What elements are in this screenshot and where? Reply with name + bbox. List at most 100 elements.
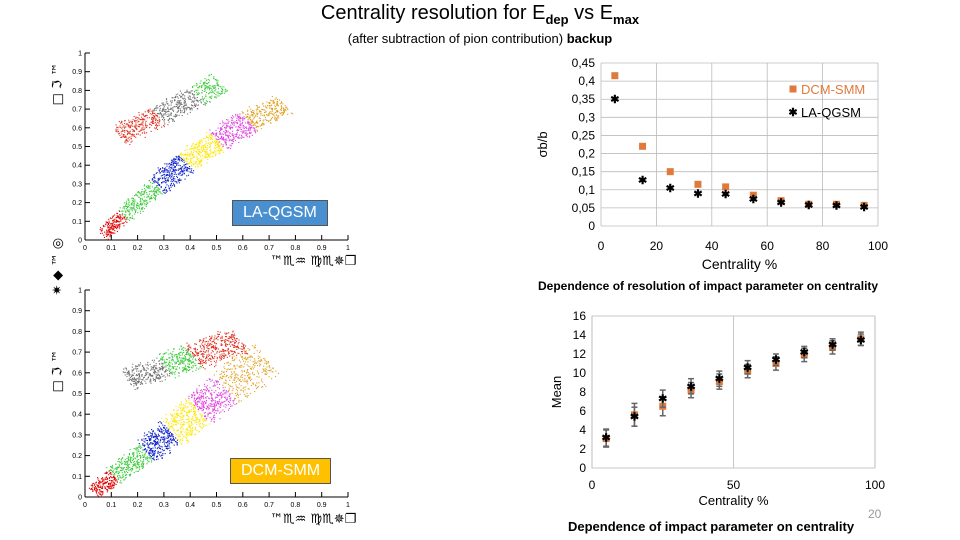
scatter-point (186, 369, 189, 371)
scatter-point (201, 84, 203, 87)
scatter-point (209, 144, 211, 146)
scatter-point (213, 405, 215, 407)
scatter-point (240, 376, 242, 378)
scatter-point (212, 85, 214, 87)
scatter-point (207, 404, 209, 406)
scatter-point (183, 154, 186, 156)
scatter-point (223, 92, 225, 94)
scatter-point (215, 412, 217, 414)
scatter-point (178, 352, 180, 354)
scatter-point (125, 473, 127, 475)
scatter-point (153, 435, 155, 437)
scatter-point (170, 107, 172, 110)
scatter-point (238, 115, 240, 118)
scatter-point (234, 139, 236, 142)
scatter-point (136, 453, 138, 455)
scatter-point (256, 113, 258, 115)
scatter-point (192, 391, 195, 393)
scatter-point (107, 486, 109, 488)
scatter-point (92, 484, 94, 486)
scatter-point (143, 128, 145, 130)
scatter-point (113, 468, 115, 470)
scatter-point (225, 336, 228, 338)
scatter-point (174, 96, 176, 99)
scatter-point (143, 444, 145, 446)
scatter-point (180, 431, 182, 433)
scatter-point (271, 107, 274, 109)
scatter-point (171, 436, 173, 438)
scatter-point (174, 437, 177, 439)
scatter-point (212, 399, 214, 401)
scatter-point (133, 465, 135, 467)
scatter-point (171, 373, 173, 375)
scatter-point (276, 102, 279, 104)
scatter-point (225, 345, 227, 347)
scatter-point (131, 378, 133, 380)
scatter-point (146, 443, 148, 445)
scatter-point (203, 405, 205, 407)
scatter-point (169, 447, 171, 449)
scatter-point (191, 104, 193, 106)
scatter-point (139, 201, 141, 203)
scatter-point (188, 416, 190, 418)
scatter-point (217, 138, 219, 141)
scatter-point (260, 128, 263, 130)
scatter-point (119, 207, 121, 209)
scatter-point (135, 467, 137, 469)
scatter-point (227, 337, 229, 339)
scatter-point (179, 157, 181, 159)
scatter-point (175, 420, 177, 422)
scatter-point (167, 103, 169, 105)
scatter-point (172, 428, 174, 430)
scatter-point (201, 396, 204, 398)
scatter-point (100, 232, 102, 234)
scatter-point (232, 119, 234, 121)
scatter-point (204, 82, 206, 84)
scatter-point (153, 181, 155, 183)
scatter-point (230, 124, 232, 126)
scatter-point (255, 122, 258, 124)
scatter-point (239, 361, 241, 363)
scatter-point (221, 377, 223, 380)
scatter-point (155, 434, 158, 436)
scatter-point (175, 181, 177, 183)
scatter-point (132, 458, 134, 461)
scatter-point (233, 399, 235, 401)
scatter-point (198, 86, 200, 88)
scatter-point (201, 159, 203, 161)
scatter-point (116, 480, 118, 482)
scatter-point (195, 85, 197, 87)
scatter-point (153, 359, 155, 361)
scatter-point (149, 440, 151, 442)
scatter-point (138, 445, 140, 447)
scatter-point (141, 379, 143, 381)
scatter-point (102, 483, 105, 485)
scatter-point (185, 168, 187, 170)
scatter-point (114, 218, 116, 220)
scatter-point (188, 425, 190, 427)
scatter-point (139, 362, 141, 364)
scatter-point (159, 172, 161, 174)
scatter-point (138, 380, 140, 382)
scatter-point (117, 226, 119, 229)
scatter-point (156, 374, 159, 376)
scatter-point (173, 355, 175, 357)
scatter-point (138, 196, 140, 198)
scatter-point (252, 122, 254, 124)
scatter-point (256, 382, 258, 384)
scatter-point (198, 142, 200, 144)
scatter-point (140, 208, 142, 210)
scatter-point (176, 444, 178, 446)
scatter-point (256, 376, 258, 378)
scatter-point (151, 453, 153, 455)
scatter-point (200, 417, 202, 419)
scatter-point (232, 140, 234, 142)
scatter-point (105, 481, 107, 483)
scatter-point (226, 369, 228, 371)
scatter-point (213, 85, 215, 87)
scatter-point (164, 192, 166, 194)
scatter-point (263, 357, 265, 360)
scatter-point (169, 428, 171, 431)
scatter-point (94, 485, 97, 488)
scatter-point (162, 367, 164, 369)
